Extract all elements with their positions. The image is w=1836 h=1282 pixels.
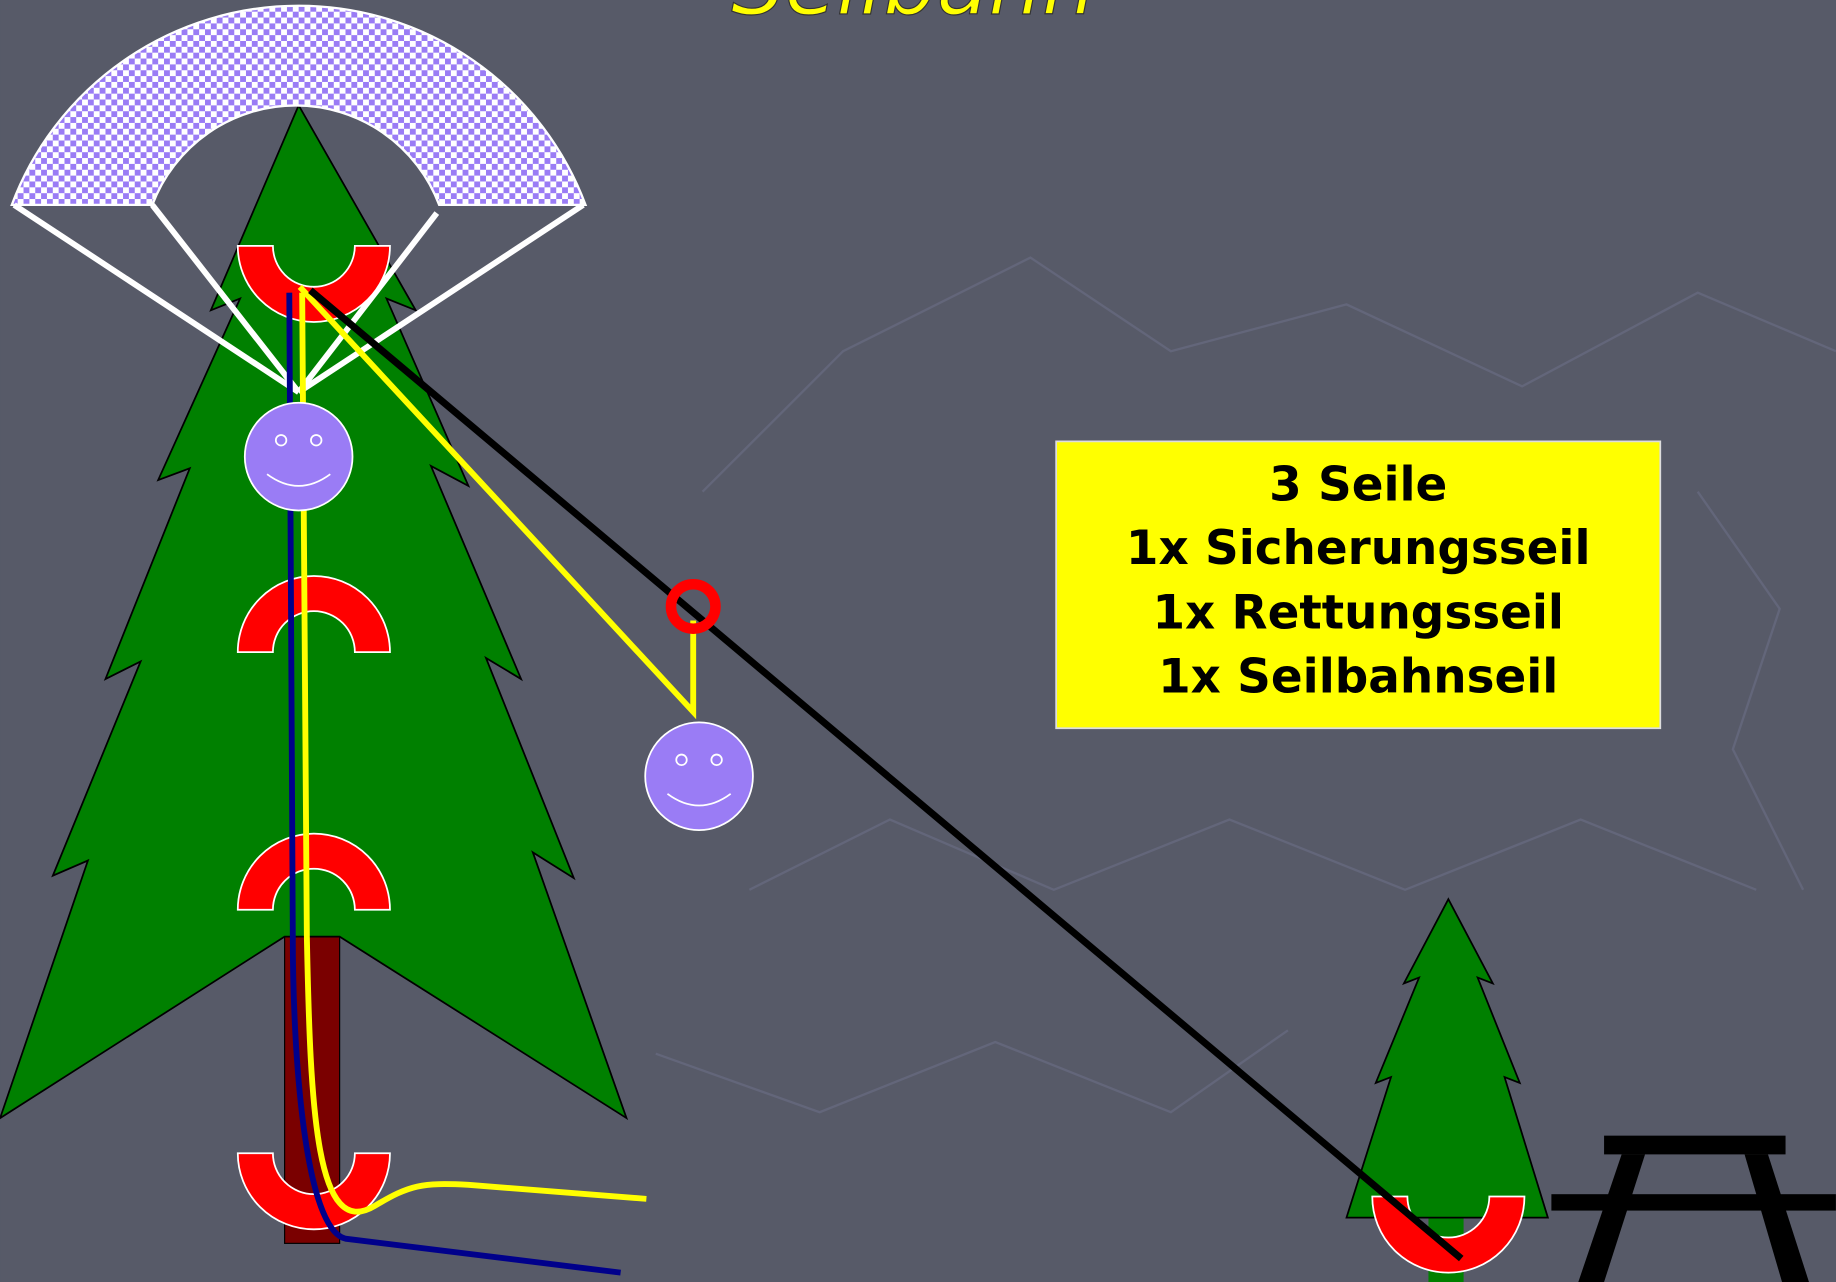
anchor-rings: [236, 244, 391, 1231]
rescue-rope: [299, 292, 647, 1215]
map-texture: [655, 256, 1836, 1114]
parachute: [10, 4, 588, 207]
title: Seilbahn: [731, 0, 1095, 34]
rescue-rope-pulley: [297, 284, 697, 720]
info-line: 1x Seilbahnseil: [1158, 651, 1558, 705]
info-line: 1x Rettungsseil: [1152, 586, 1563, 640]
pulley: [665, 578, 721, 634]
info-line: 3 Seile: [1269, 459, 1447, 513]
small-tree: [1345, 897, 1550, 1219]
bench: [1551, 1135, 1836, 1282]
zipline-rope: [308, 287, 1464, 1262]
person-zipline: [644, 721, 754, 831]
safety-rope: [286, 292, 621, 1276]
info-box: [1055, 440, 1662, 730]
info-line: 1x Sicherungsseil: [1126, 522, 1591, 576]
person-top: [243, 401, 354, 512]
parachute-lines: [12, 202, 585, 395]
